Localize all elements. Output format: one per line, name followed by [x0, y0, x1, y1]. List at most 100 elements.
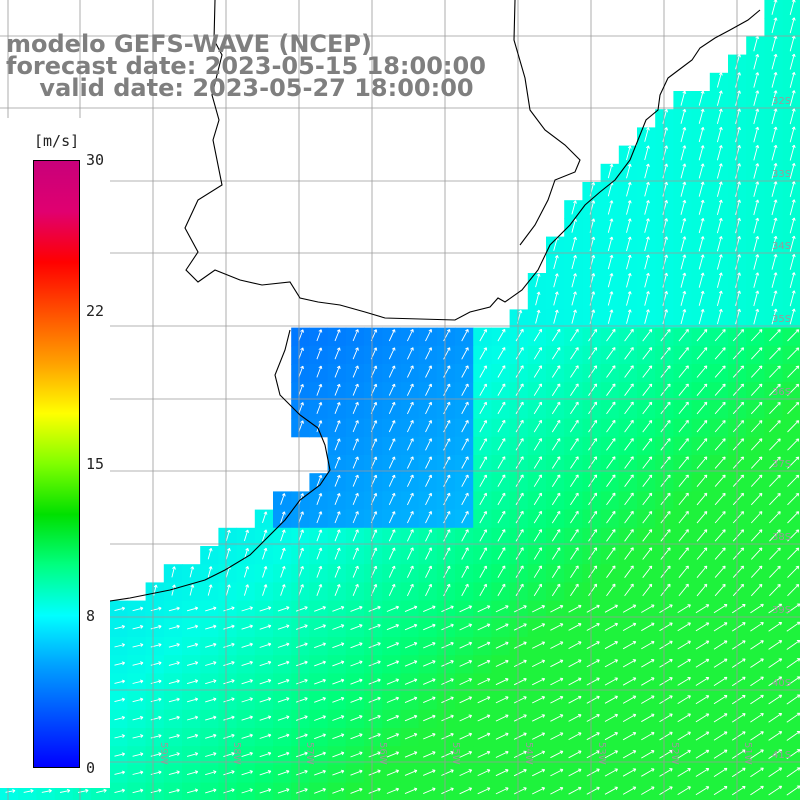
wind-arrow: [132, 697, 144, 703]
wind-arrow: [223, 624, 235, 630]
wind-arrow: [771, 199, 778, 216]
wind-arrow: [698, 108, 705, 124]
wind-arrow: [497, 419, 506, 433]
wind-arrow: [479, 438, 488, 451]
wind-arrow: [477, 659, 491, 667]
wind-arrow: [186, 733, 199, 739]
wind-arrow: [644, 181, 650, 197]
wind-arrow: [186, 788, 199, 794]
wind-arrow: [750, 640, 764, 650]
wind-arrow: [497, 456, 506, 469]
wind-arrow: [659, 695, 673, 704]
wind-arrow: [150, 624, 162, 630]
wind-arrow: [406, 529, 414, 542]
wind-arrow: [459, 714, 473, 722]
wind-arrow: [406, 565, 414, 578]
colorbar-tick-8: 8: [86, 607, 96, 625]
wind-arrow: [642, 401, 653, 415]
wind-arrow: [388, 474, 396, 487]
wind-arrow: [586, 786, 600, 795]
wind-arrow: [332, 642, 345, 649]
wind-arrow: [441, 787, 454, 795]
wind-arrow: [716, 217, 723, 234]
wind-arrow: [713, 658, 728, 668]
wind-arrow: [626, 145, 632, 161]
wind-arrow: [713, 604, 728, 614]
wind-arrow: [695, 786, 710, 796]
wind-arrow: [368, 660, 381, 667]
wind-arrow: [533, 456, 542, 469]
lon-label: 59W: [158, 742, 169, 765]
wind-arrow: [386, 605, 400, 612]
wind-arrow: [660, 547, 671, 560]
wind-arrow: [388, 329, 396, 342]
wind-arrow: [732, 438, 745, 451]
wind-arrow: [588, 547, 598, 560]
wind-arrow: [495, 750, 509, 758]
wind-arrow: [352, 401, 359, 414]
wind-arrow: [696, 383, 708, 396]
wind-arrow: [731, 658, 746, 668]
wind-arrow: [298, 565, 304, 578]
wind-arrow: [459, 678, 473, 686]
wind-arrow: [461, 365, 469, 378]
wind-arrow: [698, 308, 705, 325]
wind-arrow: [732, 456, 745, 469]
wind-arrow: [388, 365, 396, 378]
wind-arrow: [332, 751, 345, 758]
wind-arrow: [606, 565, 616, 578]
wind-arrow: [714, 511, 726, 524]
wind-arrow: [789, 181, 796, 198]
wind-arrow: [280, 547, 286, 560]
wind-arrow: [789, 290, 796, 307]
wind-arrow: [406, 583, 414, 597]
wind-arrow: [150, 770, 162, 775]
wind-arrow: [606, 529, 616, 542]
wind-arrow: [696, 565, 708, 578]
wind-arrow: [334, 584, 341, 596]
wind-arrow: [479, 529, 488, 542]
wind-arrow: [604, 786, 618, 795]
wind-arrow: [626, 218, 632, 233]
wind-arrow: [714, 456, 726, 469]
wind-arrow: [696, 347, 708, 360]
wind-arrow: [262, 529, 268, 542]
wind-arrow: [406, 365, 414, 378]
wind-arrow: [735, 90, 741, 106]
wind-arrow: [696, 365, 708, 378]
wind-arrow: [223, 715, 235, 721]
lat-label: 35S: [772, 314, 791, 325]
wind-arrow: [769, 529, 781, 542]
wind-arrow: [515, 492, 524, 506]
wind-arrow: [241, 679, 253, 685]
wind-arrow: [753, 199, 760, 216]
wind-arrow: [259, 751, 272, 758]
wind-arrow: [750, 456, 763, 469]
wind-arrow: [695, 677, 710, 686]
wind-arrow: [461, 329, 469, 342]
wind-arrow: [642, 438, 653, 451]
wind-arrow: [570, 474, 579, 487]
wind-arrow: [550, 677, 564, 686]
wind-arrow: [624, 492, 634, 506]
wind-arrow: [441, 605, 454, 613]
wind-arrow: [532, 641, 546, 649]
wind-arrow: [477, 696, 491, 704]
wind-arrow: [660, 456, 671, 469]
wind-arrow: [678, 419, 689, 433]
wind-arrow: [588, 438, 598, 451]
wind-arrow: [731, 640, 746, 650]
wind-arrow: [495, 787, 509, 795]
wind-arrow: [644, 309, 650, 324]
wind-arrow: [680, 181, 687, 197]
wind-arrow: [568, 750, 582, 759]
wind-arrow: [497, 492, 506, 506]
wind-arrow: [423, 714, 436, 722]
lat-label: 32S: [772, 96, 791, 107]
wind-arrow: [732, 347, 745, 360]
wind-arrow: [750, 749, 764, 759]
wind-arrow: [368, 769, 381, 776]
wind-arrow: [205, 697, 217, 703]
wind-arrow: [571, 200, 577, 215]
wind-arrow: [716, 126, 723, 143]
